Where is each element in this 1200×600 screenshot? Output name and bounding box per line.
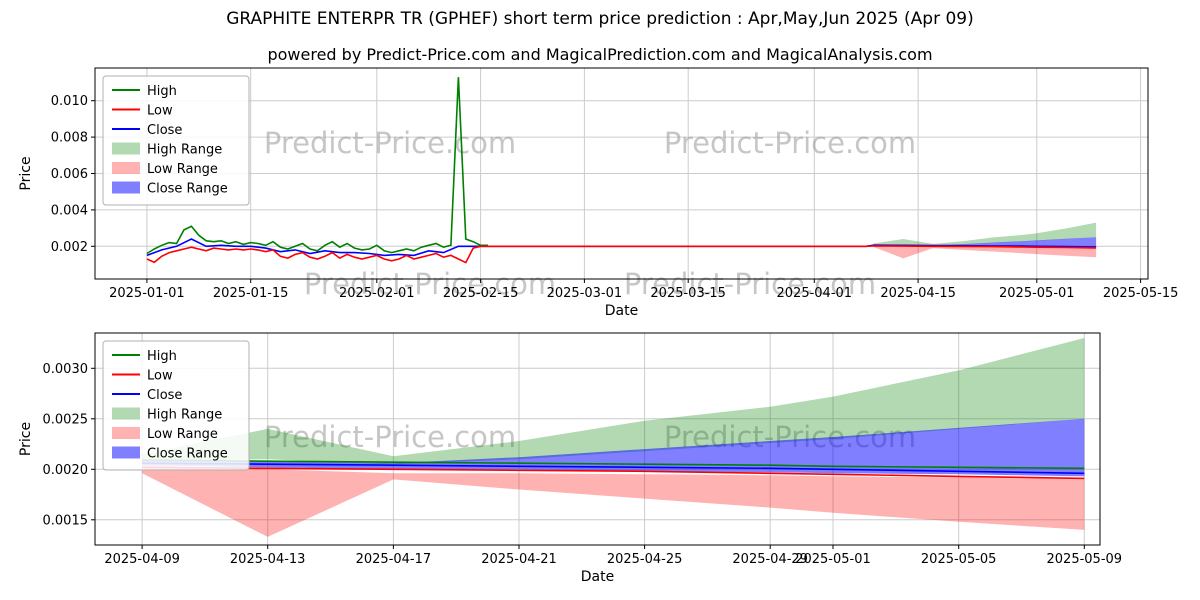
legend-box: [102, 75, 250, 206]
x-tick-label: 2025-05-01: [795, 552, 871, 567]
x-tick-label: 2025-04-29: [732, 552, 808, 567]
legend-label: Low: [147, 369, 173, 384]
high-range-legend-patch: [112, 407, 140, 420]
y-tick-label: 0.0025: [43, 412, 89, 427]
y-tick-label: 0.008: [51, 131, 88, 146]
watermark-text: Predict-Price.com: [624, 267, 876, 301]
legend-label: Close: [147, 123, 182, 138]
price-history-chart: Predict-Price.com Predict-Price.com Predic…: [18, 67, 1179, 319]
low-line: [142, 466, 1085, 480]
watermark-text: Predict-Price.com: [664, 126, 916, 160]
legend-label: High Range: [147, 408, 222, 423]
legend-label: High: [147, 84, 177, 99]
low-line: [146, 245, 1097, 264]
x-tick-label: 2025-04-25: [607, 552, 683, 567]
y-tick-label: 0.0030: [43, 362, 89, 377]
legend-label: Close Range: [147, 182, 228, 197]
low-range-band: [142, 465, 1085, 537]
y-tick-label: 0.0020: [43, 463, 89, 478]
watermark-text: Predict-Price.com: [264, 126, 516, 160]
x-axis-label: Date: [581, 569, 614, 585]
legend-label: Low Range: [147, 162, 218, 177]
x-tick-label: 2025-04-09: [104, 552, 180, 567]
y-tick-label: 0.002: [51, 240, 88, 255]
prediction-detail-chart: Predict-Price.com Predict-Price.com2025-0…: [18, 332, 1123, 585]
plot-border: [94, 332, 1101, 546]
x-tick-label: 2025-05-05: [921, 552, 997, 567]
figure-subtitle: powered by Predict-Price.com and Magical…: [267, 45, 933, 64]
x-tick-label: 2025-05-01: [999, 286, 1075, 301]
x-tick-label: 2025-05-09: [1047, 552, 1123, 567]
high-range-band: [142, 338, 1085, 465]
close-range-legend-patch: [112, 181, 140, 194]
close-range-legend-patch: [112, 446, 140, 459]
x-tick-label: 2025-03-15: [650, 286, 726, 301]
x-tick-label: 2025-04-01: [777, 286, 853, 301]
x-axis-label: Date: [605, 303, 638, 319]
x-tick-label: 2025-01-15: [213, 286, 289, 301]
legend-label: High: [147, 349, 177, 364]
y-tick-label: 0.004: [51, 203, 88, 218]
y-axis-label: Price: [18, 156, 34, 190]
x-tick-label: 2025-03-01: [547, 286, 623, 301]
high-range-legend-patch: [112, 142, 140, 155]
legend-label: Low: [147, 104, 173, 119]
x-tick-label: 2025-04-17: [356, 552, 432, 567]
x-tick-label: 2025-04-21: [481, 552, 557, 567]
x-tick-label: 2025-04-13: [230, 552, 306, 567]
x-tick-label: 2025-05-15: [1103, 286, 1179, 301]
close-line: [142, 462, 1085, 475]
x-tick-label: 2025-01-01: [109, 286, 185, 301]
y-axis-label: Price: [18, 422, 34, 456]
close-range-band: [142, 418, 1085, 477]
y-tick-label: 0.010: [51, 94, 88, 109]
low-range-band: [873, 245, 1097, 259]
watermark-text: Predict-Price.com: [304, 267, 556, 301]
watermark-text: Predict-Price.com: [264, 420, 516, 454]
y-tick-label: 0.006: [51, 167, 88, 182]
y-tick-label: 0.0015: [43, 513, 89, 528]
legend-label: Low Range: [147, 427, 218, 442]
high-range-band: [873, 222, 1097, 246]
figure-title: GRAPHITE ENTERPR TR (GPHEF) short term p…: [226, 9, 974, 29]
legend-box: [102, 340, 250, 471]
close-range-band: [873, 237, 1097, 248]
x-tick-label: 2025-04-15: [880, 286, 956, 301]
x-tick-label: 2025-02-15: [443, 286, 519, 301]
legend-label: Close Range: [147, 447, 228, 462]
legend-label: High Range: [147, 143, 222, 158]
high-line: [142, 459, 1085, 470]
low-range-legend-patch: [112, 427, 140, 439]
high-line: [146, 77, 488, 255]
x-tick-label: 2025-02-01: [339, 286, 415, 301]
legend-label: Close: [147, 388, 182, 403]
low-range-legend-patch: [112, 162, 140, 174]
